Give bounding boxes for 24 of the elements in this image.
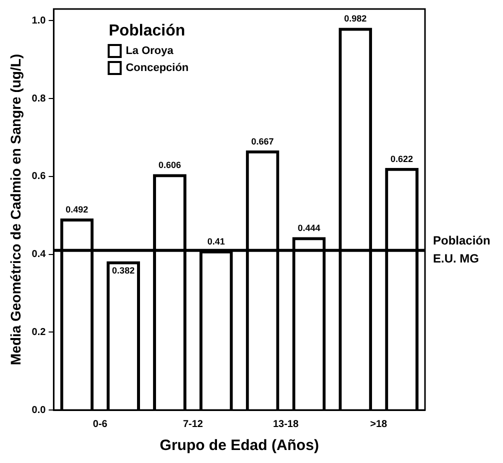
y-tick-label: 1.0	[32, 15, 46, 26]
y-axis-title: Media Geométrico de Cadmio en Sangre (ug/L)	[7, 54, 24, 366]
data-label: 0.492	[66, 204, 88, 214]
x-tick-label: 0-6	[92, 418, 108, 430]
data-label: 0.622	[390, 154, 414, 164]
legend-label: Concepción	[126, 62, 189, 74]
y-tick-label: 0.0	[32, 404, 46, 416]
data-label: 0.606	[158, 160, 181, 170]
y-tick-label: 0.2	[32, 326, 46, 338]
data-label: 0.382	[112, 265, 135, 276]
x-tick-label: >18	[370, 418, 388, 430]
data-label: 0.982	[344, 14, 367, 24]
x-axis-title: Grupo de Edad (Años)	[160, 437, 319, 454]
data-label: 0.667	[251, 136, 274, 146]
legend-title: Población	[108, 22, 186, 40]
y-tick-label: 0.8	[32, 93, 46, 104]
legend-label: La Oroya	[126, 45, 174, 58]
y-tick-label: 0.4	[32, 249, 46, 260]
x-tick-label: 13-18	[272, 418, 299, 430]
data-label: 0.41	[207, 236, 225, 246]
y-tick-label: 0.6	[32, 171, 46, 182]
ref-line-label: Población E.U. MG	[433, 234, 490, 266]
x-tick-label: 7-12	[182, 418, 204, 430]
data-label: 0.444	[298, 223, 320, 234]
